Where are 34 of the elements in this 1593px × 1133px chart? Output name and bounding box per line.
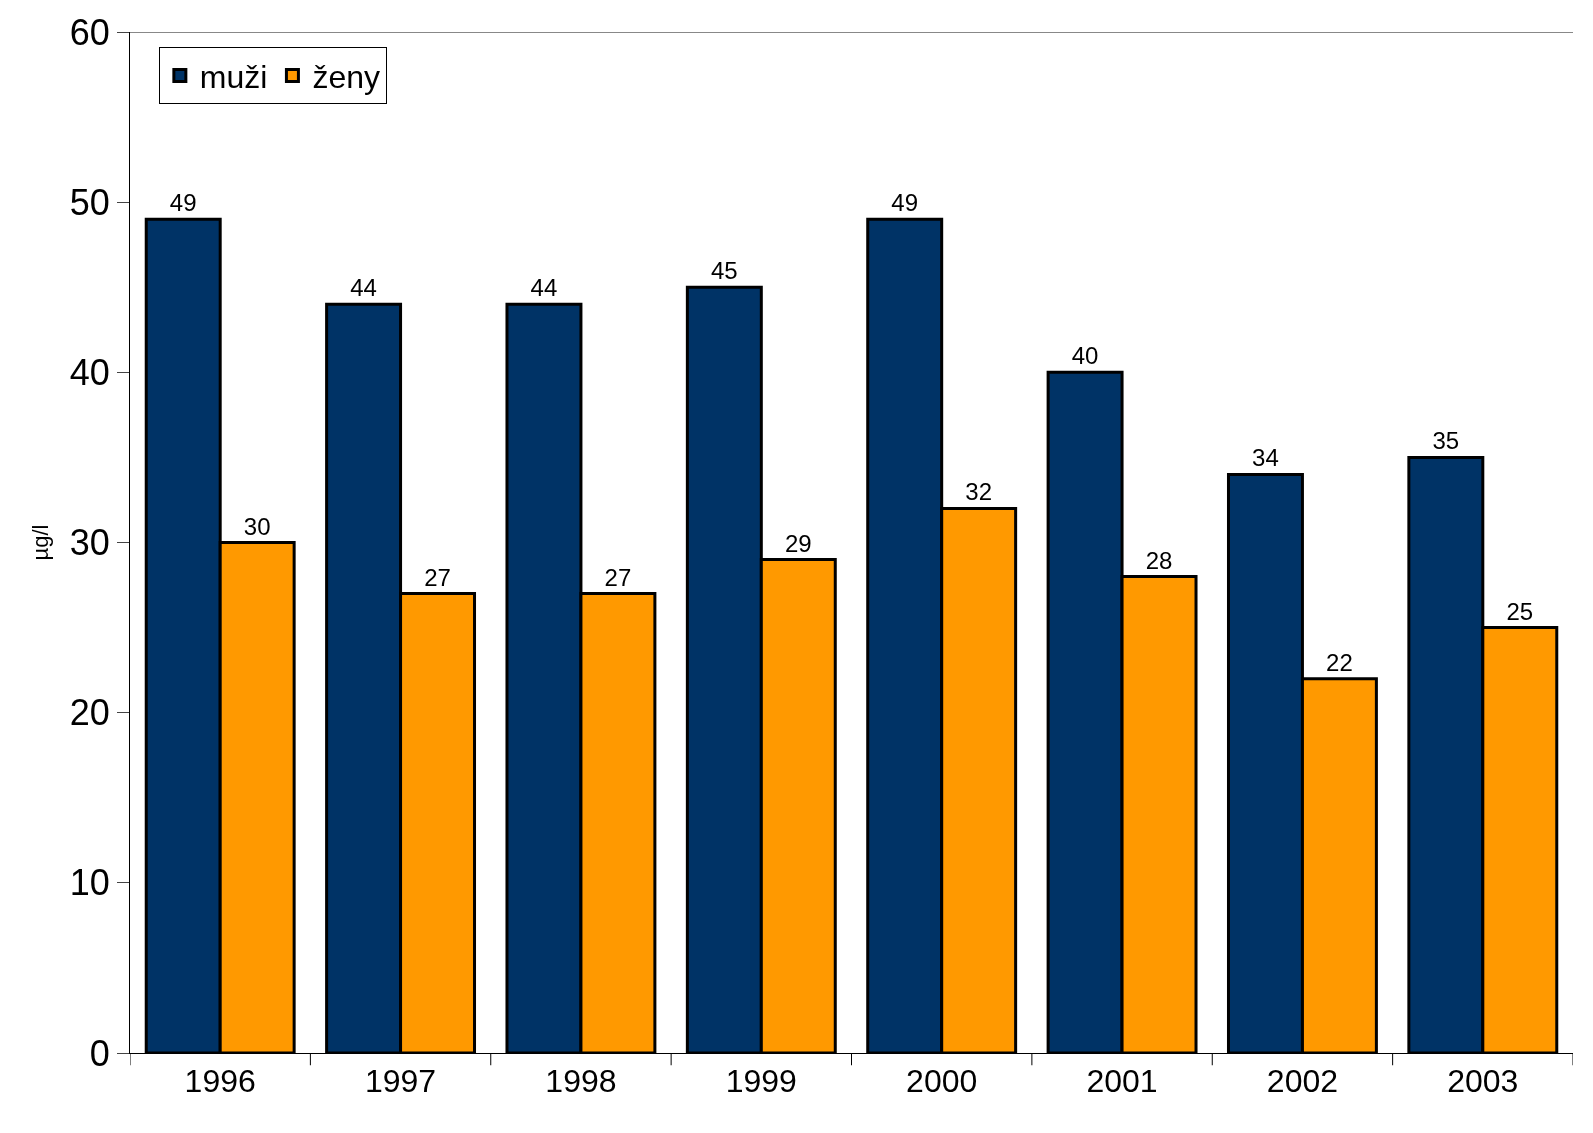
data-label: 22 [1326, 648, 1353, 676]
data-label: 30 [243, 512, 271, 540]
data-label: 27 [424, 563, 451, 591]
data-label: 32 [965, 478, 993, 506]
data-label: 40 [1071, 342, 1099, 370]
data-label: 44 [530, 274, 558, 302]
y-tick-label: 20 [69, 692, 110, 734]
x-tick-label: 1997 [364, 1063, 437, 1100]
legend-label: ženy [312, 59, 381, 96]
x-tick-label: 1996 [184, 1063, 256, 1100]
y-tick-label: 50 [69, 181, 110, 223]
x-tick-label: 2002 [1266, 1063, 1339, 1100]
legend-label: muži [199, 59, 268, 96]
data-label: 49 [169, 189, 197, 217]
y-tick-label: 60 [69, 11, 110, 53]
y-axis-title: µg/l [27, 524, 53, 561]
data-label: 25 [1506, 597, 1534, 625]
data-label: 44 [350, 274, 377, 302]
y-tick-label: 40 [69, 351, 110, 393]
data-label: 35 [1432, 427, 1460, 455]
data-label: 28 [1145, 546, 1173, 574]
x-tick-label: 2003 [1447, 1063, 1519, 1100]
data-label: 45 [710, 257, 738, 285]
y-tick-label: 30 [69, 522, 110, 564]
data-label: 29 [784, 529, 812, 557]
y-tick-label: 10 [69, 862, 110, 904]
x-tick-label: 2001 [1086, 1063, 1158, 1100]
x-tick-label: 1999 [725, 1063, 797, 1100]
data-label: 49 [891, 189, 919, 217]
data-label: 27 [604, 563, 632, 591]
data-label: 34 [1252, 444, 1279, 472]
y-tick-label: 0 [89, 1032, 110, 1074]
x-tick-label: 1998 [545, 1063, 617, 1100]
x-tick-label: 2000 [906, 1063, 978, 1100]
